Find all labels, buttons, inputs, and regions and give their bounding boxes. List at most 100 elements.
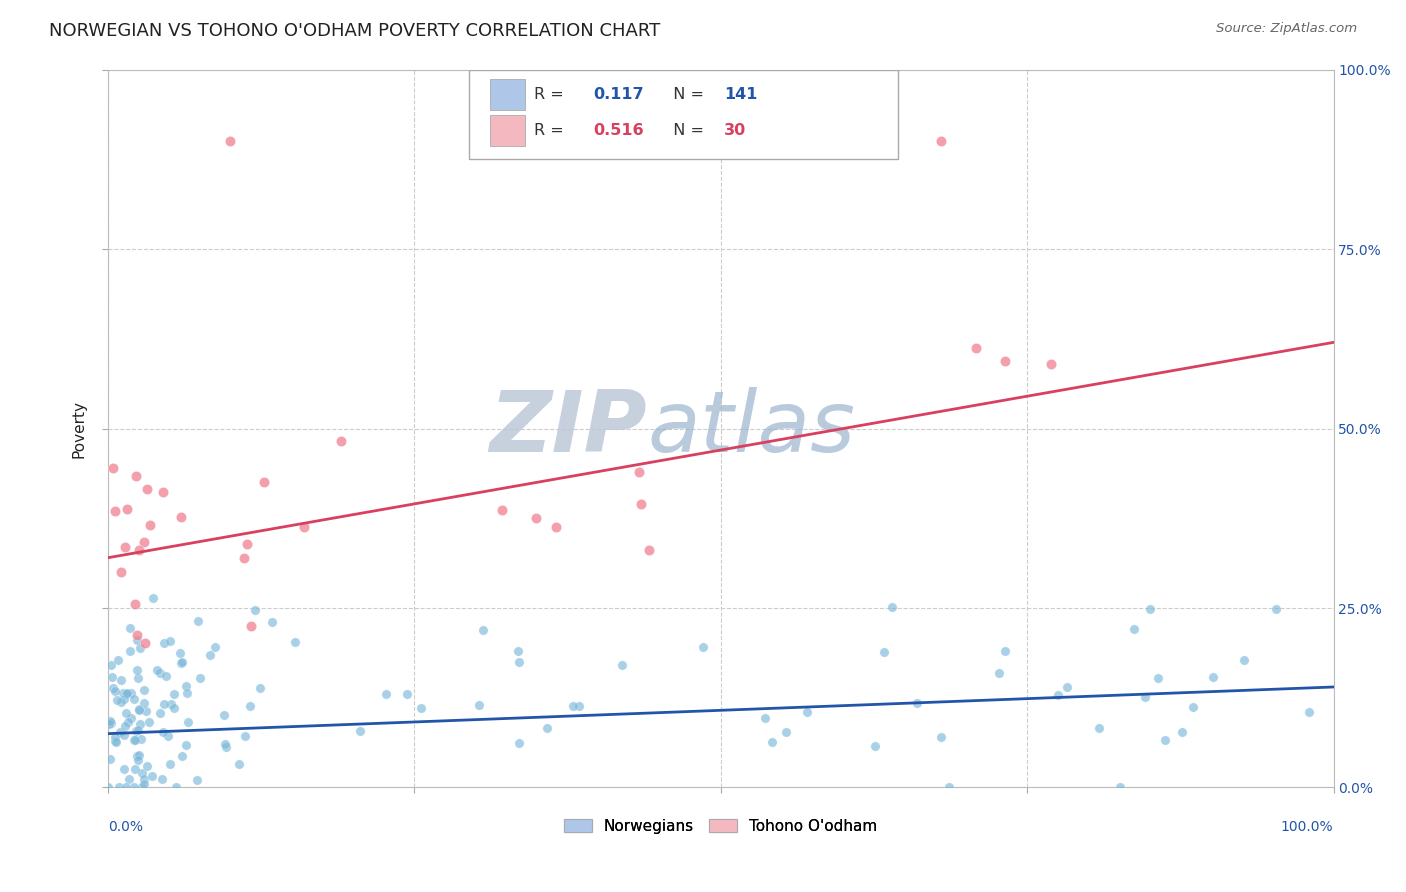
Point bbox=[243, 603, 266, 617]
Point bbox=[135, 759, 157, 773]
Point bbox=[176, 686, 198, 700]
Point bbox=[863, 739, 886, 754]
Point bbox=[938, 780, 960, 795]
Point bbox=[120, 621, 142, 635]
Point bbox=[105, 692, 128, 706]
Point bbox=[152, 485, 174, 500]
Point bbox=[544, 519, 567, 533]
Point bbox=[124, 762, 146, 776]
Point bbox=[112, 727, 135, 741]
Point bbox=[1233, 653, 1256, 667]
Point bbox=[170, 655, 193, 669]
Point bbox=[163, 700, 186, 714]
Point bbox=[796, 705, 818, 719]
Point bbox=[1133, 690, 1156, 704]
Point bbox=[471, 623, 494, 637]
Point bbox=[204, 640, 226, 654]
Point bbox=[536, 721, 558, 735]
Point bbox=[120, 644, 142, 658]
Point bbox=[508, 655, 530, 669]
Point bbox=[152, 725, 174, 739]
Point bbox=[212, 708, 235, 723]
Point bbox=[929, 731, 952, 745]
Point bbox=[233, 550, 256, 565]
Point bbox=[125, 469, 148, 483]
Point bbox=[568, 698, 591, 713]
Point bbox=[1109, 780, 1132, 795]
FancyBboxPatch shape bbox=[470, 70, 898, 160]
Point bbox=[112, 692, 135, 706]
Point bbox=[141, 769, 163, 783]
Point bbox=[880, 600, 903, 615]
Point bbox=[97, 780, 120, 795]
Point bbox=[125, 628, 148, 642]
Point bbox=[139, 518, 162, 533]
Point bbox=[110, 695, 132, 709]
Point bbox=[508, 736, 530, 750]
Point bbox=[214, 739, 236, 754]
Point bbox=[131, 766, 153, 780]
Point bbox=[101, 461, 124, 475]
Point bbox=[117, 502, 139, 516]
Point bbox=[219, 134, 242, 148]
Point bbox=[262, 615, 284, 629]
Text: 100.0%: 100.0% bbox=[1281, 820, 1333, 834]
Point bbox=[628, 465, 651, 479]
Point bbox=[1087, 721, 1109, 735]
Text: 30: 30 bbox=[724, 123, 747, 138]
Point bbox=[108, 780, 131, 795]
Point bbox=[214, 737, 236, 751]
Point bbox=[170, 748, 193, 763]
Point bbox=[135, 704, 157, 718]
Point bbox=[638, 543, 661, 558]
Point bbox=[292, 520, 315, 534]
Point bbox=[132, 777, 155, 791]
Text: 0.0%: 0.0% bbox=[108, 820, 143, 834]
Point bbox=[988, 666, 1011, 681]
Point bbox=[149, 706, 172, 720]
Point bbox=[1147, 671, 1170, 685]
Point bbox=[115, 686, 138, 700]
Point bbox=[165, 780, 187, 795]
Text: 141: 141 bbox=[724, 87, 758, 103]
Point bbox=[118, 772, 141, 786]
Point bbox=[692, 640, 714, 655]
Point bbox=[127, 749, 149, 764]
Point bbox=[1039, 357, 1062, 371]
Point bbox=[104, 730, 127, 744]
Point bbox=[491, 502, 513, 516]
Point bbox=[526, 510, 548, 524]
Point bbox=[142, 591, 165, 605]
Text: N =: N = bbox=[664, 87, 709, 103]
Point bbox=[110, 673, 132, 687]
Point bbox=[467, 698, 489, 712]
Point bbox=[136, 482, 159, 496]
Point bbox=[170, 656, 193, 670]
Point bbox=[107, 653, 129, 667]
Point bbox=[125, 663, 148, 677]
Point bbox=[114, 719, 136, 733]
Point bbox=[174, 679, 197, 693]
Point bbox=[1298, 706, 1320, 720]
Point bbox=[112, 686, 135, 700]
Point bbox=[149, 665, 172, 680]
Point bbox=[114, 540, 136, 554]
Point bbox=[349, 724, 371, 739]
Point bbox=[138, 714, 160, 729]
Point bbox=[176, 714, 198, 729]
Point bbox=[115, 706, 138, 721]
Point bbox=[134, 636, 156, 650]
Point bbox=[132, 682, 155, 697]
Point bbox=[905, 696, 928, 710]
Point bbox=[124, 733, 146, 747]
Point bbox=[506, 643, 529, 657]
Point bbox=[127, 671, 149, 685]
Point bbox=[284, 635, 307, 649]
Point bbox=[253, 475, 276, 489]
Point bbox=[159, 697, 181, 711]
Point bbox=[1056, 680, 1078, 694]
Point bbox=[1201, 670, 1223, 684]
Text: 0.516: 0.516 bbox=[593, 123, 644, 138]
Point bbox=[115, 687, 138, 701]
Text: ZIP: ZIP bbox=[489, 387, 647, 470]
